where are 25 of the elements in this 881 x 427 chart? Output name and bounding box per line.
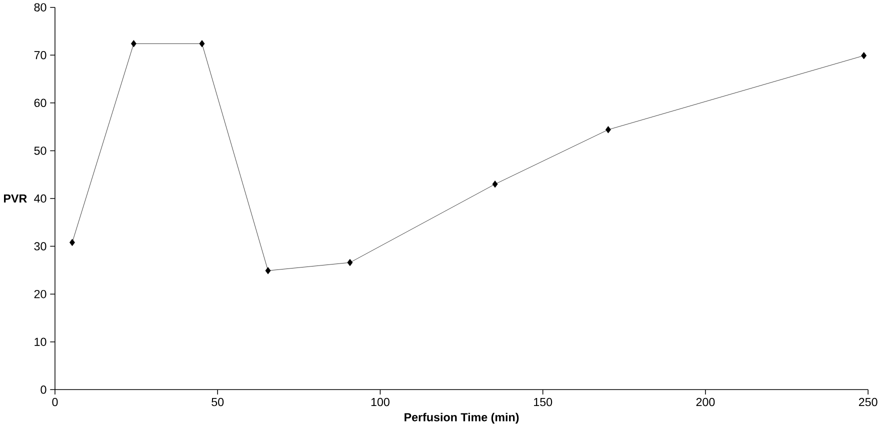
y-tick-label: 0	[40, 386, 46, 394]
point	[199, 40, 205, 48]
x-axis-title: Perfusion Time (min)	[404, 412, 519, 424]
y-tick-label: 50	[34, 146, 46, 155]
y-tick-label: 20	[34, 290, 46, 298]
point	[605, 126, 611, 134]
point	[492, 180, 498, 188]
x-tick-label: 150	[534, 398, 552, 406]
x-tick-label: 200	[696, 398, 715, 406]
x-tick-label: 50	[212, 398, 224, 406]
y-tick-label: 10	[34, 338, 46, 346]
x-tick-label: 0	[52, 398, 58, 406]
point	[265, 267, 271, 274]
x-tick-label: 100	[371, 398, 390, 406]
y-axis-title: PVR	[4, 194, 27, 203]
point	[861, 52, 867, 60]
point	[347, 259, 353, 266]
y-tick-label: 80	[34, 3, 46, 12]
x-tick-label: 250	[858, 398, 878, 406]
y-tick-label: 60	[34, 98, 46, 108]
point	[130, 40, 136, 48]
y-tick-label: 70	[34, 51, 46, 60]
y-tick-label: 30	[34, 242, 46, 250]
point	[69, 238, 75, 246]
y-tick-label: 40	[34, 194, 46, 203]
